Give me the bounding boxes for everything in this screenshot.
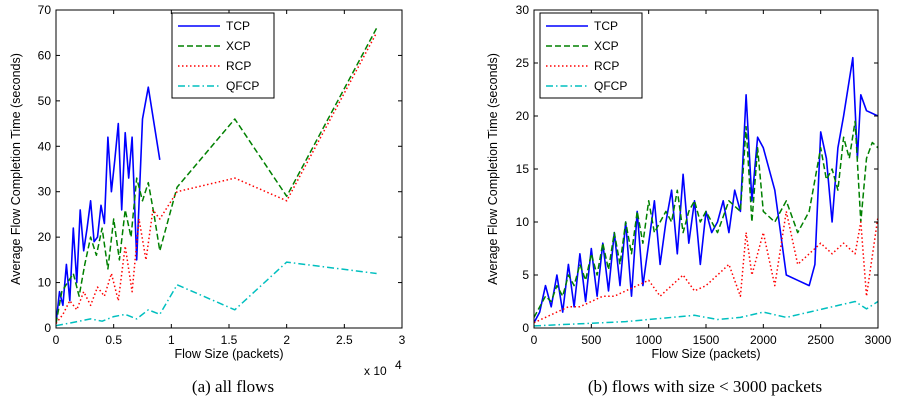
x-tick-label: 1 [168, 333, 175, 347]
x-exponent-power: 4 [395, 358, 402, 372]
x-tick-label: 2.5 [336, 333, 353, 347]
series-line-qfcp [56, 261, 377, 327]
y-tick-label: 0 [522, 321, 529, 335]
y-tick-label: 10 [38, 276, 52, 290]
series-line-xcp [56, 27, 378, 324]
x-tick-label: 1.5 [221, 333, 238, 347]
x-tick-label: 2500 [807, 333, 834, 347]
x-tick-label: 1500 [693, 333, 720, 347]
x-tick-label: 0 [53, 333, 60, 347]
series-line-rcp [534, 210, 878, 324]
legend-label-rcp: RCP [594, 59, 619, 73]
series-line-rcp [56, 32, 378, 324]
y-axis-label: Average Flow Completion Time (seconds) [9, 53, 23, 285]
legend-label-qfcp: QFCP [226, 79, 259, 93]
series-line-qfcp [534, 300, 878, 327]
x-tick-label: 3 [399, 333, 406, 347]
legend-box [171, 12, 275, 99]
y-tick-label: 20 [38, 230, 52, 244]
x-tick-label: 1000 [635, 333, 662, 347]
legend-label-xcp: XCP [594, 39, 619, 53]
y-tick-label: 70 [38, 3, 52, 17]
y-tick-label: 40 [38, 139, 52, 153]
chart-caption: (b) flows with size < 3000 packets [588, 377, 822, 396]
y-tick-label: 10 [516, 215, 530, 229]
x-axis-label: Flow Size (packets) [651, 347, 760, 361]
y-tick-label: 30 [38, 185, 52, 199]
x-tick-label: 0.5 [105, 333, 122, 347]
legend-label-qfcp: QFCP [594, 79, 627, 93]
legend-label-xcp: XCP [226, 39, 251, 53]
y-tick-label: 25 [516, 56, 530, 70]
x-exponent-label: x 10 [364, 364, 387, 378]
chart-panel-b: 0 500 1000 1500 2000 2500 3000 0 5 10 15 20 25 30 Flow… [486, 3, 892, 396]
y-tick-label: 60 [38, 48, 52, 62]
series-line-tcp [56, 86, 161, 324]
x-tick-label: 2 [283, 333, 290, 347]
x-axis-label: Flow Size (packets) [174, 347, 283, 361]
chart-caption: (a) all flows [192, 377, 274, 396]
legend-label-tcp: TCP [226, 19, 250, 33]
legend-box [539, 12, 643, 99]
legend-label-tcp: TCP [594, 19, 618, 33]
y-axis-label: Average Flow Completion Time (seconds) [486, 53, 500, 285]
y-tick-label: 5 [522, 268, 529, 282]
y-tick-label: 20 [516, 109, 530, 123]
series-line-xcp [534, 120, 878, 318]
x-tick-label: 2000 [750, 333, 777, 347]
x-tick-label: 500 [581, 333, 601, 347]
y-tick-label: 0 [44, 321, 51, 335]
y-tick-label: 15 [516, 162, 530, 176]
x-tick-label: 0 [531, 333, 538, 347]
x-tick-label: 3000 [865, 333, 892, 347]
y-tick-label: 50 [38, 94, 52, 108]
y-tick-label: 30 [516, 3, 530, 17]
legend-label-rcp: RCP [226, 59, 251, 73]
